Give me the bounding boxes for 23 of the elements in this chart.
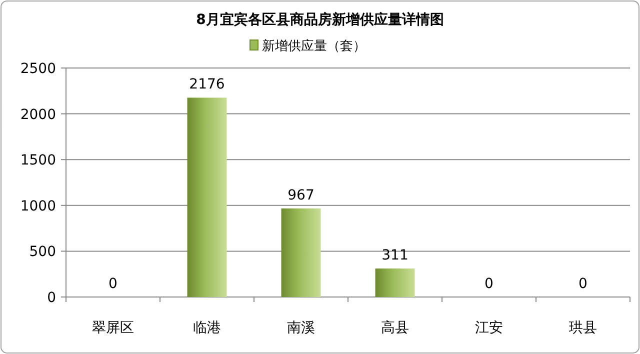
chart-title: 8月宜宾各区县商品房新增供应量详情图: [196, 11, 444, 28]
y-tick-label: 1000: [20, 198, 56, 214]
bar: [281, 208, 321, 297]
data-label: 0: [484, 276, 494, 292]
legend-label: 新增供应量（套）: [262, 38, 366, 54]
y-tick-label: 1500: [20, 152, 56, 169]
x-tick-label: 南溪: [287, 320, 315, 336]
data-label: 0: [578, 276, 588, 292]
x-tick-label: 珙县: [569, 320, 597, 336]
y-tick-label: 0: [47, 290, 56, 306]
data-label: 311: [382, 248, 408, 264]
x-tick-label: 临港: [193, 320, 221, 336]
y-tick-label: 2000: [20, 106, 56, 123]
x-tick-label: 翠屏区: [92, 320, 134, 336]
data-label: 2176: [189, 76, 225, 93]
bar: [375, 268, 415, 297]
bar: [187, 98, 227, 297]
y-tick-label: 2500: [20, 61, 56, 77]
y-tick-label: 500: [29, 244, 56, 260]
data-label: 967: [288, 187, 314, 204]
x-tick-label: 江安: [475, 320, 503, 336]
x-tick-label: 高县: [381, 320, 409, 336]
data-label: 0: [108, 276, 118, 292]
